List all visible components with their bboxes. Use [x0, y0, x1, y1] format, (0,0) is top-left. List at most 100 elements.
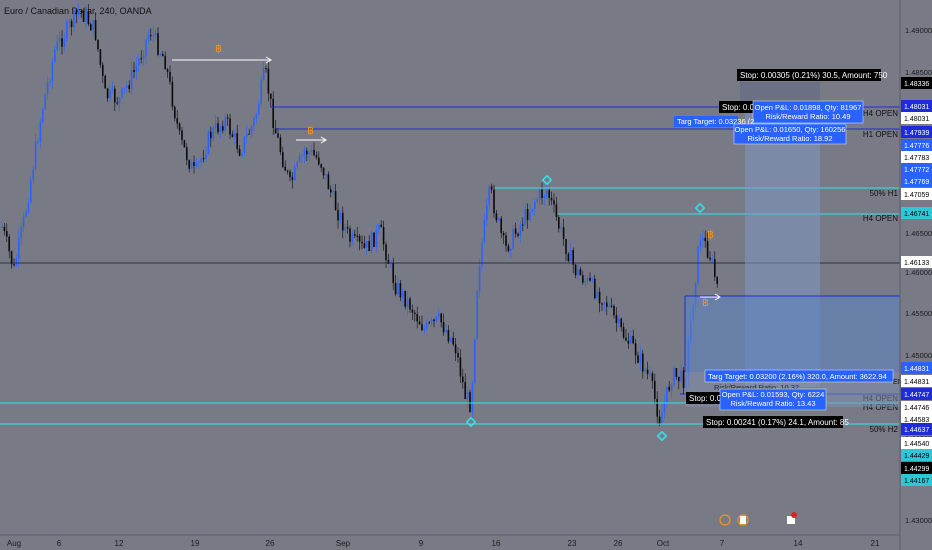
candle-body — [104, 75, 106, 89]
candle-body — [241, 152, 243, 156]
candle-body — [178, 123, 181, 131]
candle-body — [548, 190, 550, 198]
candle-body — [56, 41, 58, 51]
stop-label-mid[interactable]: Stop: 0.00 — [719, 101, 759, 113]
time-tick-label: 14 — [794, 539, 803, 548]
pnl-box-3[interactable]: Open P&L: 0.01593, Qty: 6224 Risk/Reward… — [719, 388, 827, 411]
time-tick-label: 9 — [419, 539, 424, 548]
candle-body — [519, 224, 522, 236]
candle-body — [363, 243, 366, 248]
candle-body — [301, 155, 303, 157]
candle-body — [402, 290, 404, 298]
candle-body — [169, 71, 171, 82]
candle-body — [294, 166, 296, 180]
candle-body — [349, 228, 351, 242]
candle-body — [608, 305, 610, 307]
price-badge-label: 1.44167 — [904, 478, 929, 485]
candle-body — [682, 370, 685, 389]
candle-body — [714, 259, 716, 277]
candle-body — [123, 87, 126, 89]
candle-body — [394, 283, 397, 295]
candle-body — [445, 330, 447, 333]
pnl-box-1[interactable]: Open P&L: 0.01898, Qty: 81967 Risk/Rewar… — [752, 100, 864, 124]
price-badge-label: 1.44831 — [904, 366, 929, 373]
candle-body — [138, 58, 140, 66]
candle-body — [346, 227, 349, 229]
candle-body — [366, 241, 368, 248]
candle-body — [543, 195, 546, 198]
candle-body — [296, 161, 298, 167]
diamond-marker-icon — [541, 174, 553, 186]
candle-body — [166, 69, 169, 72]
candle-body — [358, 235, 361, 242]
target-label-top[interactable]: Targ Target: 0.03236 (2 — [674, 116, 754, 127]
candle-body — [428, 322, 430, 324]
stop-label-bottom[interactable]: Stop: 0.00241 (0.17%) 24.1, Amount: 85 — [703, 416, 849, 428]
candle-body — [613, 306, 615, 316]
candle-body — [313, 149, 315, 156]
pnl-box-2[interactable]: Open P&L: 0.01650, Qty: 160256 Risk/Rewa… — [733, 123, 847, 145]
price-badges: 1.48336 1.48031 1.48031 1.47939 1.47776 1.477… — [901, 77, 932, 486]
stop-label-low[interactable]: Stop: 0.00 — [686, 392, 726, 404]
candle-body — [704, 237, 706, 242]
candle-body — [598, 291, 601, 304]
arrow-right-icon — [296, 136, 327, 144]
candle-body — [584, 280, 586, 283]
candle-body — [478, 265, 481, 291]
candle-body — [421, 324, 423, 331]
candle-body — [416, 314, 418, 322]
candle-body — [282, 152, 284, 167]
candle-body — [68, 21, 70, 23]
candle-body — [10, 251, 13, 265]
time-tick-label: Oct — [657, 539, 670, 548]
candle-body — [334, 190, 337, 211]
candle-body — [591, 278, 594, 281]
candle-body — [601, 303, 603, 305]
symbol-title: Euro / Canadian Dollar, 240, OANDA — [4, 6, 152, 16]
candle-body — [459, 357, 462, 377]
candle-body — [500, 218, 502, 233]
target-label-low[interactable]: Targ Target: 0.03200 (2.16%) 320.0, Amou… — [704, 369, 894, 383]
label-h4-open-2: H4 OPEN — [863, 214, 898, 223]
time-tick-label: 23 — [568, 539, 577, 548]
candle-body — [22, 216, 25, 228]
candle-body — [620, 318, 622, 328]
candle-body — [368, 241, 370, 252]
candle-body — [320, 164, 322, 168]
candle-body — [176, 118, 178, 124]
candle-body — [150, 35, 152, 37]
time-axis[interactable]: Aug 6 12 19 26 Sep 9 16 23 26 Oct 7 14 21 — [7, 539, 880, 548]
stop-label-top[interactable]: Stop: 0.00305 (0.21%) 30.5, Amount: 750 — [737, 69, 888, 81]
target-zone-low[interactable] — [685, 296, 900, 372]
candle-body — [58, 38, 61, 42]
candle-body — [226, 117, 229, 119]
svg-text:Stop: 0.00241 (0.17%) 24.1, Am: Stop: 0.00241 (0.17%) 24.1, Amount: 85 — [706, 418, 849, 427]
candle-body — [589, 277, 591, 281]
time-tick-label: 16 — [492, 539, 501, 548]
candle-body — [243, 136, 246, 153]
candle-body — [423, 328, 426, 331]
label-h4-open-1: H4 OPEN — [863, 109, 898, 118]
candle-body — [430, 319, 433, 323]
svg-text:Risk/Reward Ratio: 10.32: Risk/Reward Ratio: 10.32 — [714, 383, 799, 392]
price-badge — [901, 423, 932, 435]
candle-body — [207, 131, 210, 154]
candle-body — [337, 210, 339, 221]
candle-body — [630, 335, 632, 344]
price-tick-label: 1.45000 — [905, 351, 932, 360]
candle-body — [702, 237, 704, 241]
candle-body — [567, 253, 570, 261]
candle-body — [462, 376, 464, 383]
candle-body — [603, 302, 606, 305]
candle-body — [661, 412, 663, 424]
price-badge-label: 1.46741 — [904, 211, 929, 218]
candle-body — [147, 35, 150, 40]
candle-body — [274, 128, 277, 134]
candle-body — [471, 383, 474, 413]
price-badge — [901, 474, 932, 486]
event-icons[interactable] — [719, 512, 797, 526]
candle-body — [550, 197, 553, 201]
candle-body — [625, 337, 627, 341]
candle-body — [39, 121, 42, 142]
